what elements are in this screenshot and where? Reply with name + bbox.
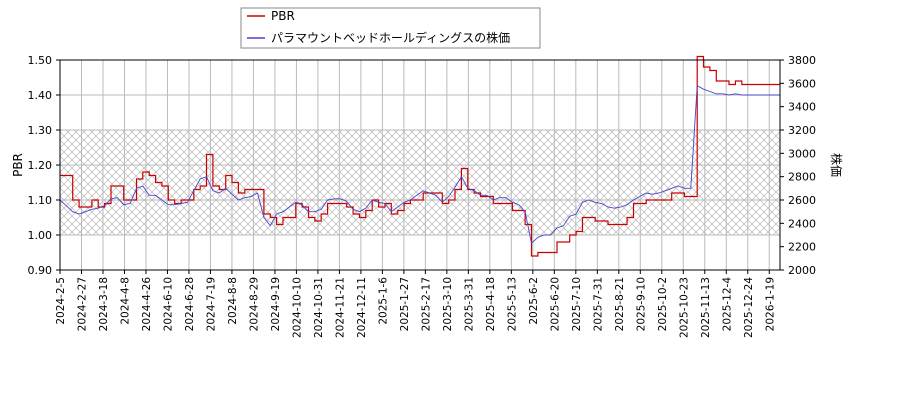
legend-label-price: パラマウントベッドホールディングスの株価 bbox=[271, 30, 510, 45]
y-left-tick-label: 1.30 bbox=[28, 124, 53, 137]
y-right-tick-label: 3000 bbox=[788, 147, 816, 160]
stock-price-series-line bbox=[59, 84, 780, 245]
legend-label-pbr: PBR bbox=[271, 9, 295, 23]
x-tick-label: 2024-10-10 bbox=[291, 277, 303, 338]
x-tick-label: 2025-3-31 bbox=[463, 277, 475, 331]
y-right-tick-label: 3600 bbox=[788, 77, 816, 90]
y-left-tick-label: 1.50 bbox=[28, 54, 53, 67]
y-right-tick-label: 2000 bbox=[788, 264, 816, 277]
y-left-tick-label: 1.10 bbox=[28, 194, 53, 207]
x-tick-label: 2025-12-24 bbox=[743, 277, 755, 338]
y-right-tick-label: 2400 bbox=[788, 217, 816, 230]
x-tick-label: 2025-3-10 bbox=[442, 277, 454, 331]
x-tick-label: 2024-7-19 bbox=[205, 277, 217, 331]
y-left-tick-label: 0.90 bbox=[28, 264, 53, 277]
y-right-tick-label: 2800 bbox=[788, 171, 816, 184]
x-tick-label: 2024-12-11 bbox=[356, 277, 368, 338]
x-tick-label: 2025-8-21 bbox=[614, 277, 626, 331]
y-left-tick-label: 1.40 bbox=[28, 89, 53, 102]
y-axis-label-left: PBR bbox=[11, 153, 25, 177]
x-tick-label: 2024-2-27 bbox=[77, 277, 89, 331]
pbr-series-line bbox=[60, 55, 780, 257]
y-right-tick-label: 2200 bbox=[788, 241, 816, 254]
x-tick-label: 2025-7-31 bbox=[592, 277, 604, 331]
x-tick-label: 2025-6-20 bbox=[549, 277, 561, 331]
x-tick-label: 2024-4-8 bbox=[120, 277, 132, 325]
y-right-tick-label: 3400 bbox=[788, 101, 816, 114]
x-tick-label: 2024-8-29 bbox=[248, 277, 260, 331]
x-tick-label: 2025-11-13 bbox=[700, 277, 712, 338]
x-tick-label: 2024-8-8 bbox=[227, 277, 239, 325]
legend: PBR パラマウントベッドホールディングスの株価 bbox=[240, 7, 541, 49]
legend-box bbox=[240, 7, 541, 49]
x-tick-label: 2025-5-13 bbox=[506, 277, 518, 331]
x-tick-label: 2024-11-21 bbox=[334, 277, 346, 338]
y-right-tick-label: 2600 bbox=[788, 194, 816, 207]
x-tick-label: 2025-10-2 bbox=[657, 277, 669, 331]
x-tick-label: 2025-1-6 bbox=[377, 277, 389, 325]
x-tick-label: 2024-6-28 bbox=[184, 277, 196, 331]
y-left-tick-label: 1.20 bbox=[28, 159, 53, 172]
x-tick-label: 2025-12-4 bbox=[721, 277, 733, 332]
x-tick-label: 2024-2-5 bbox=[55, 277, 67, 325]
hatched-band bbox=[60, 130, 780, 235]
y-right-tick-label: 3200 bbox=[788, 124, 816, 137]
y-right-tick-label: 3800 bbox=[788, 54, 816, 67]
x-tick-label: 2025-1-27 bbox=[399, 277, 411, 331]
x-tick-label: 2025-4-18 bbox=[485, 277, 497, 331]
x-tick-label: 2026-1-19 bbox=[764, 277, 776, 331]
x-tick-label: 2024-4-26 bbox=[141, 277, 153, 332]
x-tick-label: 2024-3-18 bbox=[98, 277, 110, 331]
x-tick-label: 2025-10-23 bbox=[678, 277, 690, 338]
x-tick-label: 2025-9-10 bbox=[635, 277, 647, 331]
x-tick-label: 2025-2-17 bbox=[420, 277, 432, 331]
x-tick-label: 2024-10-31 bbox=[313, 277, 325, 338]
y-left-tick-label: 1.00 bbox=[28, 229, 53, 242]
x-tick-label: 2025-7-10 bbox=[571, 277, 583, 331]
x-tick-label: 2024-9-19 bbox=[270, 277, 282, 331]
x-tick-label: 2024-6-10 bbox=[163, 277, 175, 331]
x-tick-label: 2025-6-2 bbox=[528, 277, 540, 325]
y-axis-label-right: 株価 bbox=[829, 153, 844, 177]
